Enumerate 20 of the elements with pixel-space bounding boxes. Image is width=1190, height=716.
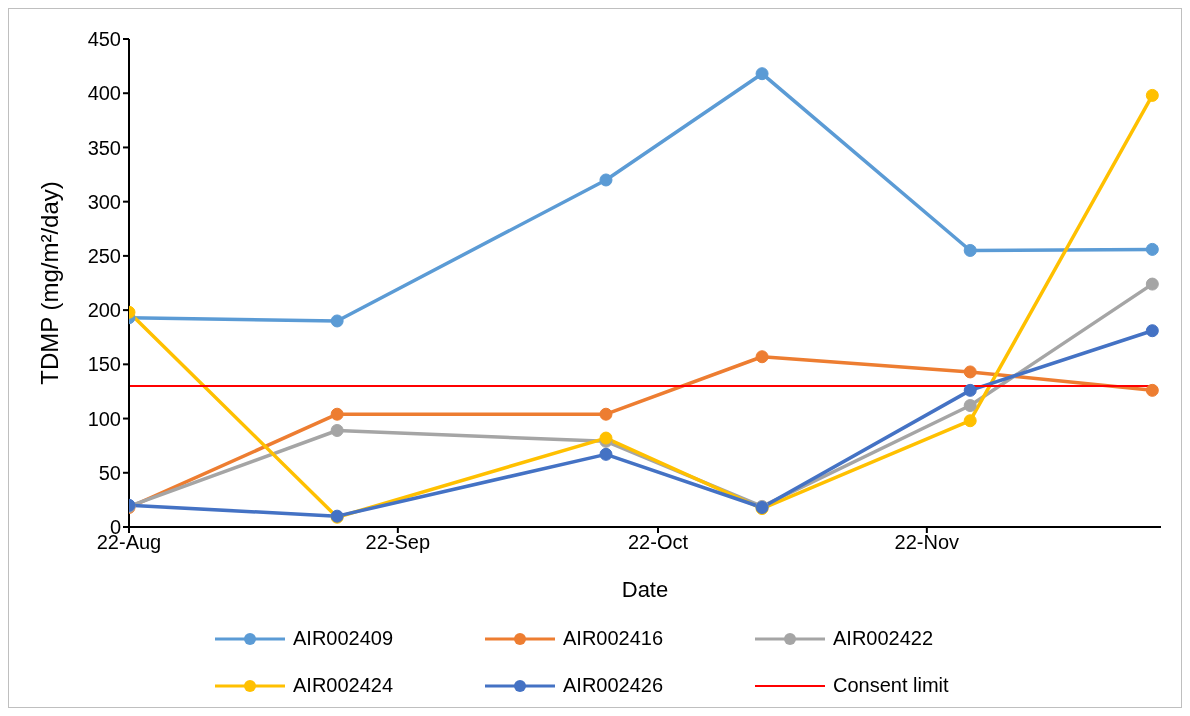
y-tick-label: 50 — [98, 461, 121, 484]
y-tick-label: 350 — [87, 136, 121, 159]
y-axis-title: TDMP (mg/m²/day) — [35, 181, 63, 385]
legend-label: Consent limit — [833, 674, 949, 697]
y-tick-label: 150 — [87, 353, 121, 376]
legend-label: AIR002409 — [293, 627, 394, 650]
x-tick-label: 22-Oct — [627, 531, 689, 554]
y-tick-label: 400 — [87, 82, 121, 105]
y-tick-label: 200 — [87, 299, 121, 322]
legend-label: AIR002416 — [563, 627, 664, 650]
y-tick-label: 100 — [87, 407, 121, 430]
legend-label: AIR002426 — [563, 674, 664, 697]
x-axis-title: Date — [621, 577, 669, 602]
y-tick-label: 300 — [87, 190, 121, 213]
y-tick-label: 450 — [87, 28, 121, 51]
y-tick-label: 250 — [87, 244, 121, 267]
x-tick-label: 22-Sep — [365, 531, 431, 554]
legend-label: AIR002424 — [293, 674, 394, 697]
x-tick-label: 22-Nov — [894, 531, 960, 554]
legend-label: AIR002422 — [833, 627, 934, 650]
